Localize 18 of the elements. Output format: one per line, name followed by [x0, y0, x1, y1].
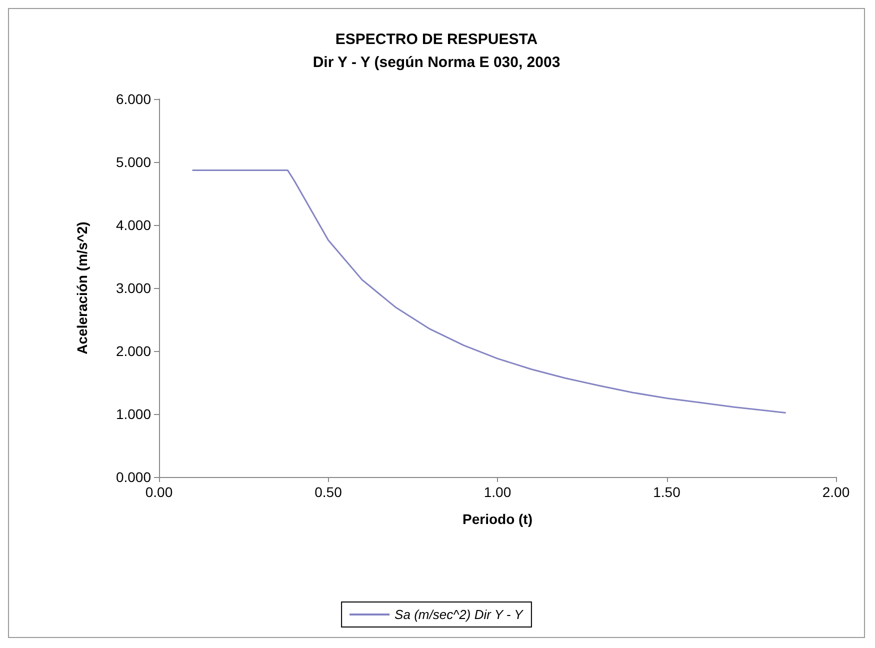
x-tick-label: 0.00 [145, 484, 173, 500]
y-tick-label: 2.000 [116, 343, 152, 359]
x-tick-label: 1.00 [484, 484, 512, 500]
x-axis-title: Periodo (t) [462, 511, 532, 527]
legend-label: Sa (m/sec^2) Dir Y - Y [394, 607, 524, 622]
x-tick-label: 1.50 [653, 484, 681, 500]
y-tick-label: 3.000 [116, 280, 152, 296]
line-series [192, 169, 786, 414]
y-tick-label: 6.000 [116, 91, 152, 107]
chart-subtitle: Dir Y - Y (según Norma E 030, 2003 [312, 54, 560, 71]
x-tick-label: 2.00 [822, 484, 850, 500]
y-tick-label: 4.000 [116, 217, 152, 233]
chart-title: ESPECTRO DE RESPUESTA [335, 31, 538, 48]
y-axis-title: Aceleración (m/s^2) [74, 222, 90, 354]
y-tick-label: 0.000 [116, 469, 152, 485]
y-tick-label: 5.000 [116, 154, 152, 170]
y-tick-label: 1.000 [116, 406, 152, 422]
x-tick-label: 0.50 [314, 484, 342, 500]
